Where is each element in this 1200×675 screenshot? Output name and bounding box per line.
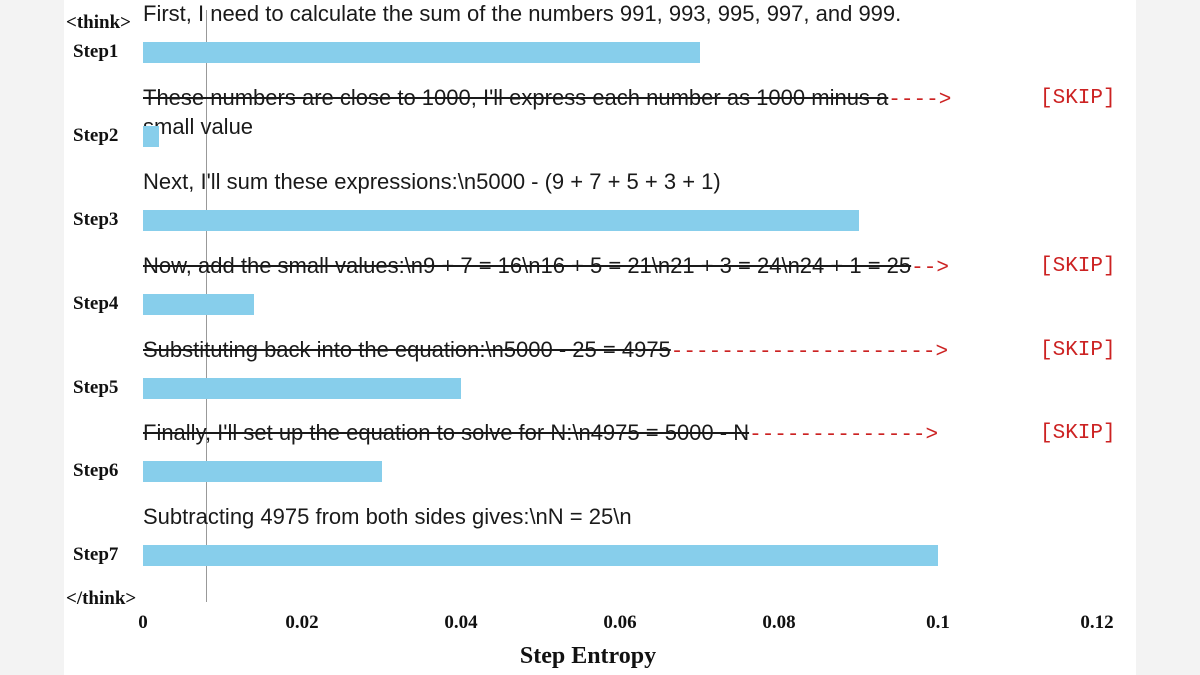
step3-bar: [143, 210, 859, 231]
step5-text-content: Substituting back into the equation:\n50…: [143, 337, 671, 362]
step4-text: Now, add the small values:\n9 + 7 = 16\n…: [143, 252, 949, 283]
step7-text: Subtracting 4975 from both sides gives:\…: [143, 503, 632, 531]
x-tick-label: 0.08: [762, 612, 796, 633]
step3-text-content: Next, I'll sum these expressions:\n5000 …: [143, 169, 721, 194]
close-think-tag: </think>: [66, 588, 137, 609]
step1-label: Step1: [73, 41, 119, 62]
step4-text-content: Now, add the small values:\n9 + 7 = 16\n…: [143, 253, 912, 278]
step7-label: Step7: [73, 544, 119, 565]
step2-text-content: These numbers are close to 1000, I'll ex…: [143, 85, 889, 110]
step6-skip-tag: [SKIP]: [1040, 422, 1116, 445]
step2-skip-arrow: ---->: [888, 89, 952, 112]
step1-bar: [143, 42, 700, 63]
step2-skip-tag: [SKIP]: [1040, 87, 1116, 110]
step6-label: Step6: [73, 460, 119, 481]
step4-bar: [143, 294, 255, 315]
x-tick-label: 0.04: [444, 612, 478, 633]
step6-text: Finally, I'll set up the equation to sol…: [143, 419, 938, 450]
step6-text-content: Finally, I'll set up the equation to sol…: [143, 420, 750, 445]
x-tick-label: 0: [138, 612, 148, 633]
step4-label: Step4: [73, 293, 119, 314]
step7-text-content: Subtracting 4975 from both sides gives:\…: [143, 504, 632, 529]
step5-skip-arrow: --------------------->: [670, 341, 949, 364]
step2-text: These numbers are close to 1000, I'll ex…: [143, 84, 951, 115]
step1-text: First, I need to calculate the sum of th…: [143, 0, 901, 28]
step3-label: Step3: [73, 209, 119, 230]
step5-text: Substituting back into the equation:\n50…: [143, 336, 948, 367]
step2-label: Step2: [73, 125, 119, 146]
step4-skip-tag: [SKIP]: [1040, 255, 1116, 278]
x-tick-label: 0.1: [926, 612, 950, 633]
step1-text-content: First, I need to calculate the sum of th…: [143, 1, 902, 26]
step6-bar: [143, 461, 382, 482]
step2-bar: [143, 126, 159, 147]
step3-text: Next, I'll sum these expressions:\n5000 …: [143, 168, 721, 196]
x-axis-label: Step Entropy: [519, 643, 657, 669]
step5-skip-tag: [SKIP]: [1040, 339, 1116, 362]
step5-label: Step5: [73, 377, 119, 398]
x-tick-label: 0.02: [285, 612, 319, 633]
open-think-tag: <think>: [66, 12, 131, 33]
x-tick-label: 0.12: [1080, 612, 1114, 633]
chart-figure: <think> </think> 0 0.02 0.04 0.06 0.08 0.1 0.1…: [64, 0, 1136, 675]
step2-text-line2: small value: [143, 114, 254, 139]
step5-bar: [143, 378, 461, 399]
step4-skip-arrow: -->: [911, 257, 949, 280]
step7-bar: [143, 545, 938, 566]
x-tick-label: 0.06: [603, 612, 637, 633]
step6-skip-arrow: -------------->: [749, 424, 939, 447]
